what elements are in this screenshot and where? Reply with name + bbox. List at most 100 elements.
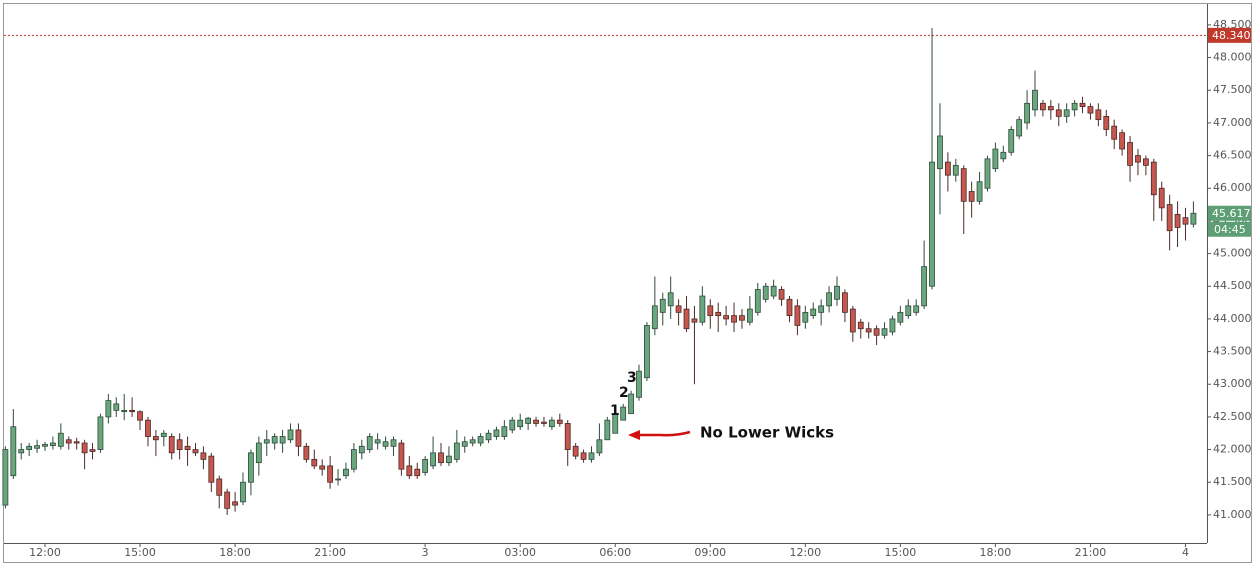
candle-body	[691, 318, 698, 323]
candle-body	[390, 439, 397, 447]
candle-body	[1142, 158, 1149, 166]
x-tick-label: 15:00	[885, 546, 917, 559]
candle-body	[240, 481, 246, 503]
x-tick-label: 21:00	[314, 546, 346, 559]
x-tick-label: 3	[422, 546, 429, 559]
candle-body	[438, 452, 444, 464]
candle-body	[160, 432, 167, 437]
candle-body	[453, 442, 460, 460]
countdown-label: 04:45	[1214, 223, 1246, 236]
candle-body	[564, 423, 571, 450]
y-tick-label: 48.000	[1213, 51, 1252, 64]
candle-body	[287, 429, 294, 441]
candle-body	[343, 468, 349, 477]
candle-body	[873, 328, 880, 336]
candle-body	[1087, 106, 1094, 114]
candle-body	[1166, 204, 1173, 232]
candle-body	[739, 315, 745, 321]
candle-body	[430, 452, 436, 467]
candle-body	[580, 452, 587, 460]
candle-body	[469, 439, 476, 444]
candle-body	[541, 421, 547, 424]
candle-body	[129, 409, 136, 413]
candle-body	[937, 135, 943, 170]
candle-body	[960, 168, 967, 202]
x-tick-label: 12:00	[29, 546, 61, 559]
candle-body	[1158, 187, 1165, 209]
candle-body	[1024, 102, 1030, 124]
annotation: 1	[610, 403, 620, 419]
candle-body	[81, 442, 88, 454]
y-tick-label: 44.500	[1213, 279, 1252, 292]
candle-body	[73, 441, 80, 444]
candle-body	[184, 445, 191, 450]
candle-body	[984, 158, 991, 189]
candle-body	[105, 400, 112, 418]
x-tick-label: 03:00	[504, 546, 536, 559]
annotation: 2	[619, 385, 629, 401]
candle-body	[699, 295, 706, 323]
candle-body	[279, 436, 286, 444]
candle-body	[620, 406, 627, 421]
candle-body	[762, 285, 769, 300]
candle-body	[113, 403, 120, 411]
candle-body	[628, 393, 634, 415]
candle-body	[1008, 129, 1015, 153]
x-tick-label: 06:00	[599, 546, 631, 559]
candle-body	[842, 292, 848, 313]
candle-body	[810, 308, 817, 317]
annotation-arrowhead	[628, 430, 640, 440]
candle-body	[818, 305, 825, 313]
candle-body	[295, 429, 302, 447]
y-tick-label: 42.000	[1213, 443, 1252, 456]
candle-body	[525, 417, 532, 424]
candle-body	[303, 445, 310, 460]
annotation: No Lower Wicks	[700, 424, 834, 442]
candle-body	[849, 308, 856, 333]
candle-body	[224, 491, 231, 509]
candle-body	[26, 445, 33, 450]
y-tick-label: 47.000	[1213, 116, 1252, 129]
x-tick-label: 21:00	[1075, 546, 1107, 559]
candle-body	[636, 370, 642, 398]
countdown-box	[1208, 221, 1251, 237]
price-line-box	[1208, 27, 1251, 43]
candle-body	[200, 452, 207, 460]
candle-body	[358, 445, 365, 454]
candle-body	[509, 419, 516, 431]
candle-body	[834, 285, 840, 300]
candle-body	[889, 318, 896, 333]
y-tick-label: 42.500	[1213, 410, 1252, 423]
candle-body	[533, 419, 539, 424]
x-tick-label: 12:00	[789, 546, 821, 559]
candle-body	[2, 449, 9, 506]
candle-body	[715, 311, 722, 317]
last-price-box	[1208, 205, 1251, 221]
candle-body	[168, 436, 175, 454]
candle-body	[1174, 213, 1181, 228]
x-tick-label: 15:00	[124, 546, 156, 559]
candle-body	[857, 321, 864, 330]
y-tick-label: 47.500	[1213, 83, 1252, 96]
candle-body	[976, 181, 983, 202]
candle-body	[319, 465, 326, 470]
candle-body	[675, 305, 682, 313]
candle-body	[350, 449, 357, 470]
candle-body	[1055, 109, 1062, 117]
candle-body	[1190, 212, 1197, 225]
candle-body	[905, 305, 912, 317]
price-line-label: 48.340	[1212, 29, 1251, 42]
candle-body	[1095, 109, 1102, 121]
candle-body	[548, 419, 555, 428]
candle-body	[731, 315, 737, 323]
candle-body	[152, 436, 159, 441]
candle-body	[517, 419, 524, 428]
candle-body	[572, 445, 579, 457]
candle-body	[208, 455, 215, 483]
candle-body	[786, 298, 793, 317]
candle-body	[913, 305, 920, 313]
candle-body	[42, 443, 48, 447]
candle-body	[89, 449, 96, 452]
candle-body	[1063, 109, 1070, 117]
candle-body	[477, 436, 484, 444]
